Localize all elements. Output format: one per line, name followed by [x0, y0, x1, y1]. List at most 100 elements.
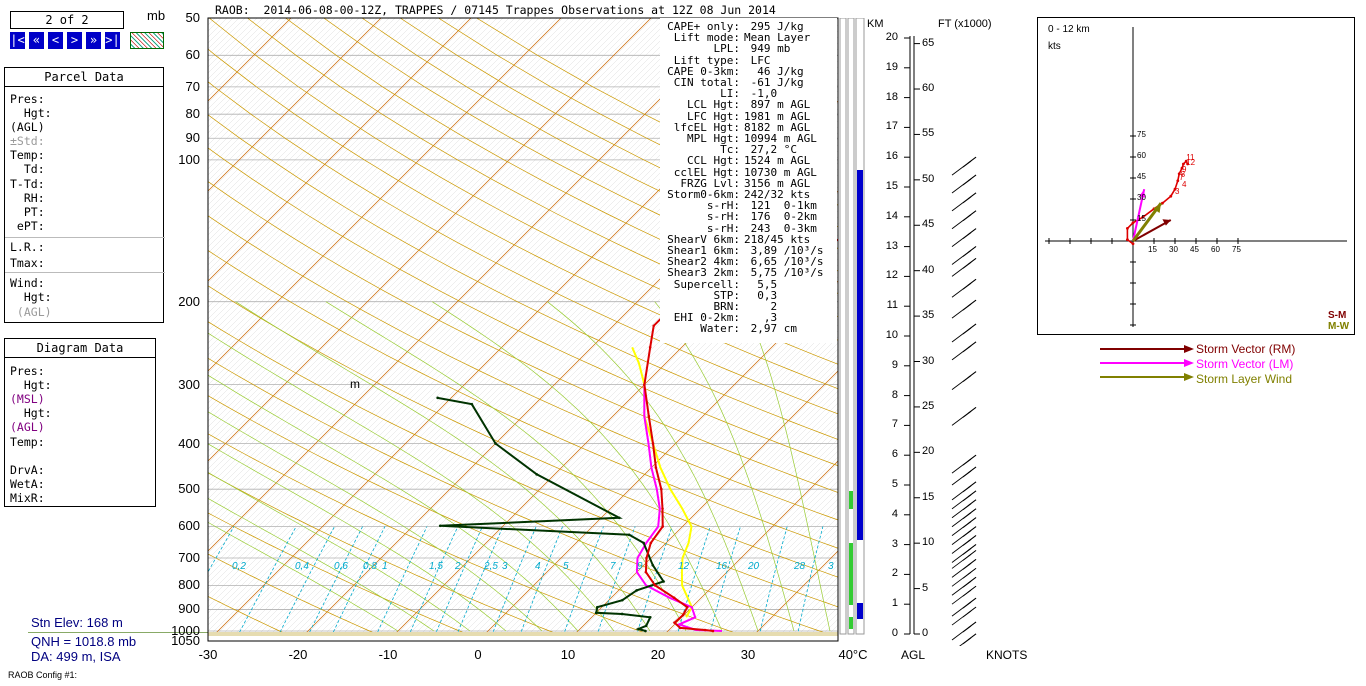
- stat-value: 1524 m AGL: [744, 154, 811, 168]
- parcel-label: Wind:: [10, 276, 45, 290]
- mixing-ratio-tick-label: 3: [828, 561, 834, 572]
- mixing-ratio-tick-label: 1,5: [429, 561, 443, 572]
- diagram-label: MixR:: [10, 491, 45, 505]
- dewpoint-point: [438, 524, 442, 528]
- ft-tick-label: 15: [922, 490, 935, 503]
- hatch-line: [208, 18, 480, 290]
- mixing-ratio-line: [456, 526, 504, 636]
- temperature-point: [648, 346, 652, 349]
- hatch-line: [622, 420, 838, 636]
- wind-barb-flag: [962, 262, 972, 269]
- prev-page-button[interactable]: <: [48, 32, 63, 49]
- mixing-ratio-line: [758, 526, 788, 636]
- isotherm-line: [0, 18, 111, 641]
- parcel-label: Tmax:: [10, 256, 45, 270]
- last-page-button[interactable]: >|: [105, 32, 120, 49]
- hatch-line: [208, 18, 450, 260]
- hodograph-height-label: 7: [1179, 173, 1184, 182]
- next-page-button[interactable]: >: [67, 32, 82, 49]
- hodograph-x-label: 30: [1169, 245, 1178, 254]
- first-page-button[interactable]: |<: [10, 32, 25, 49]
- wind-barb-flag: [962, 589, 972, 597]
- blue-bar: [857, 170, 863, 540]
- mixing-ratio-tick-label: 9: [637, 561, 643, 572]
- dewpoint-point: [644, 624, 648, 628]
- stat-label: LI:: [720, 87, 740, 101]
- m-marker: m: [350, 377, 360, 391]
- wind-barb-flag: [962, 470, 972, 478]
- mixing-ratio-tick-label: 0,8: [363, 561, 377, 572]
- hatch-line: [730, 528, 838, 636]
- dry-adiabat: [208, 181, 838, 493]
- hatch-line: [328, 126, 838, 636]
- hatch-line: [700, 498, 838, 636]
- dewpoint-point: [535, 473, 538, 476]
- temperature-point: [703, 628, 707, 632]
- diagram-label: WetA:: [10, 477, 45, 491]
- fast-forward-button[interactable]: »: [86, 32, 101, 49]
- parcel-label: Temp:: [10, 148, 45, 162]
- temperature-point: [644, 570, 648, 574]
- stat-value: -1,0: [744, 87, 778, 101]
- hatch-line: [592, 390, 838, 636]
- mixing-ratio-tick-label: 0,4: [295, 561, 309, 572]
- fast-back-button[interactable]: «: [29, 32, 44, 49]
- isotherm-line: [208, 18, 742, 552]
- temperature-line: [643, 238, 838, 632]
- mixing-ratio-line: [676, 526, 711, 636]
- wind-barb-flag: [962, 571, 972, 579]
- wind-barb-flag: [962, 580, 972, 588]
- hatch-line: [304, 102, 838, 636]
- wind-barb-flag: [962, 494, 972, 502]
- hatch-line: [208, 18, 522, 332]
- moist-adiabat: [208, 332, 615, 632]
- hatch-line: [580, 378, 838, 636]
- wind-barb-flag: [962, 548, 972, 555]
- hatch-line: [208, 18, 636, 446]
- hatch-line: [718, 516, 838, 636]
- mixing-ratio-line: [331, 526, 386, 636]
- stats-background: [660, 18, 837, 343]
- green-bar: [849, 617, 853, 629]
- height-axes: [839, 18, 977, 646]
- mixing-ratio-tick-label: 16: [716, 561, 728, 572]
- blue-bar: [857, 603, 863, 619]
- hatch-line: [556, 354, 838, 636]
- stat-label: Shear3 2km:: [667, 266, 740, 280]
- temperature-tick-label: 40°C: [838, 647, 868, 662]
- hatch-line: [670, 468, 838, 636]
- wind-barb-flag: [962, 196, 972, 204]
- stat-label: Tc:: [720, 143, 740, 157]
- wind-barb-flag: [962, 512, 972, 520]
- storm-layer-wind-head: [1153, 203, 1161, 213]
- isotherm-line: [662, 460, 838, 636]
- hatch-toggle-icon[interactable]: [130, 32, 164, 49]
- parcel-line: [635, 384, 723, 632]
- temperature-point: [645, 556, 648, 560]
- hatch-line: [532, 330, 838, 636]
- hodograph-y-label: 60: [1137, 151, 1146, 160]
- config-label: RAOB Config #1:: [8, 670, 78, 680]
- dewpoint-point: [642, 541, 645, 545]
- mixing-ratio-tick-label: 1: [382, 561, 388, 572]
- hatch-line: [208, 18, 732, 542]
- hatch-line: [598, 396, 838, 636]
- temperature-point: [672, 596, 676, 600]
- isotherm-line: [208, 18, 562, 372]
- green-bar: [849, 491, 853, 509]
- hodograph-point: [1169, 194, 1173, 198]
- hatch-line: [208, 18, 432, 242]
- mixing-ratio-tick-label: 28: [794, 561, 806, 572]
- hodograph-chart[interactable]: [1037, 17, 1355, 335]
- ft-tick-label: 0: [922, 627, 929, 639]
- wind-barb-flag: [962, 554, 972, 561]
- stat-label: CAPE 0-3km:: [667, 64, 740, 78]
- diagram-label: Hgt:: [10, 406, 52, 420]
- temperature-point: [661, 507, 664, 510]
- stat-label: Shear1 6km:: [667, 244, 740, 257]
- km-tick-label: 8: [891, 388, 898, 401]
- diagram-label: (AGL): [10, 420, 45, 434]
- hatch-line: [0, 0, 158, 641]
- hatch-line: [208, 18, 438, 248]
- hatch-line: [208, 18, 612, 422]
